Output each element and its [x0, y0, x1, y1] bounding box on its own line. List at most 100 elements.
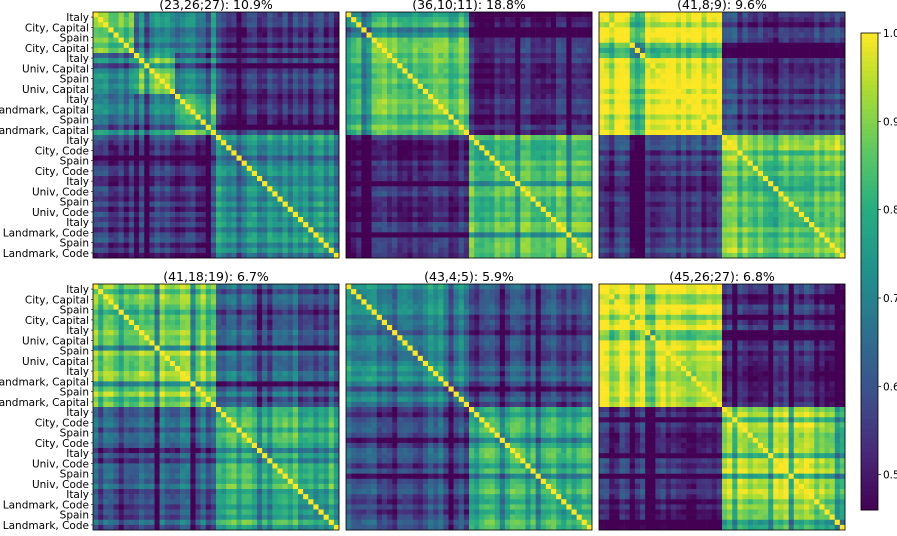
heatmap-cell: [169, 119, 176, 126]
heatmap-cell: [458, 145, 465, 151]
heatmap-cell: [371, 12, 378, 18]
heatmap-cell: [469, 217, 475, 223]
heatmap-cell: [303, 99, 309, 105]
heatmap-cell: [159, 12, 166, 18]
heatmap-cell: [303, 12, 309, 18]
heatmap-cell: [128, 63, 135, 69]
heatmap-cell: [428, 94, 434, 100]
heatmap-cell: [267, 104, 273, 110]
heatmap-cell: [139, 94, 145, 100]
heatmap-cell: [530, 232, 536, 238]
heatmap-cell: [520, 196, 526, 202]
heatmap-cell: [540, 160, 547, 167]
heatmap-cell: [267, 170, 273, 177]
heatmap-cell: [128, 135, 135, 141]
heatmap-cell: [458, 201, 465, 208]
heatmap-cell: [93, 227, 99, 233]
heatmap-cell: [118, 201, 125, 208]
heatmap-cell: [443, 140, 449, 146]
heatmap-cell: [272, 114, 278, 120]
heatmap-cell: [494, 222, 501, 228]
heatmap-cell: [571, 83, 577, 90]
heatmap-cell: [515, 12, 521, 18]
heatmap-cell: [262, 114, 268, 120]
heatmap-cell: [216, 12, 222, 18]
heatmap-cell: [195, 99, 201, 105]
heatmap-cell: [551, 114, 557, 120]
heatmap-cell: [397, 135, 403, 141]
heatmap-cell: [351, 78, 357, 85]
heatmap-cell: [566, 201, 572, 208]
heatmap-cell: [499, 47, 506, 54]
heatmap-cell: [576, 211, 583, 218]
heatmap-cell: [387, 135, 393, 141]
heatmap-cell: [318, 252, 324, 259]
heatmap-cell: [241, 155, 248, 161]
heatmap-cell: [128, 155, 135, 161]
heatmap-cell: [469, 165, 475, 172]
heatmap-cell: [216, 78, 222, 85]
heatmap-cell: [292, 73, 299, 79]
heatmap-cell: [216, 32, 222, 38]
heatmap-cell: [629, 12, 636, 18]
heatmap-cell: [397, 17, 403, 23]
heatmap-cell: [824, 12, 830, 18]
heatmap-cell: [402, 119, 408, 126]
heatmap-cell: [93, 150, 99, 156]
heatmap-cell: [412, 232, 419, 238]
heatmap-cell: [175, 237, 181, 243]
heatmap-cell: [381, 181, 388, 187]
heatmap-cell: [650, 17, 656, 23]
heatmap-cell: [149, 114, 155, 120]
heatmap-cell: [716, 17, 723, 23]
heatmap-cell: [216, 140, 222, 146]
heatmap-cell: [118, 88, 125, 95]
heatmap-cell: [681, 17, 687, 23]
heatmap-cell: [164, 227, 171, 233]
heatmap-cell: [453, 119, 460, 126]
heatmap-cell: [251, 94, 258, 100]
heatmap-cell: [381, 232, 388, 238]
heatmap-cell: [257, 114, 263, 120]
heatmap-cell: [200, 22, 207, 28]
heatmap-cell: [515, 237, 521, 243]
heatmap-cell: [216, 68, 222, 74]
heatmap-cell: [504, 145, 511, 151]
heatmap-cell: [93, 135, 99, 141]
heatmap-cell: [387, 211, 393, 218]
heatmap-cell: [571, 227, 577, 233]
heatmap-cell: [221, 94, 227, 100]
heatmap-cell: [108, 252, 114, 259]
heatmap-cell: [619, 22, 625, 28]
heatmap-cell: [433, 186, 439, 192]
heatmap-cell: [216, 252, 222, 259]
heatmap-cell: [361, 196, 367, 202]
heatmap-cell: [108, 119, 114, 126]
heatmap-cells: [93, 12, 340, 259]
heatmap-cell: [479, 68, 485, 74]
heatmap-cell: [438, 42, 444, 49]
heatmap-cell: [333, 206, 340, 213]
heatmap-cell: [448, 150, 454, 156]
heatmap-cell: [221, 104, 227, 110]
heatmap-cell: [169, 160, 176, 167]
heatmap-cell: [551, 217, 557, 223]
heatmap-cell: [474, 63, 480, 69]
heatmap-cell: [387, 124, 393, 131]
heatmap-cell: [366, 252, 372, 259]
heatmap-cell: [277, 217, 283, 223]
heatmap-cell: [504, 196, 511, 202]
heatmap-cell: [556, 94, 562, 100]
heatmap-cell: [113, 217, 119, 223]
heatmap-cell: [195, 227, 201, 233]
heatmap-cell: [231, 83, 237, 90]
heatmap-cell: [670, 27, 677, 33]
heatmap-cell: [515, 135, 521, 141]
heatmap-cell: [154, 32, 160, 38]
heatmap-cell: [371, 252, 378, 259]
heatmap-cell: [118, 94, 125, 100]
heatmap-cell: [292, 78, 299, 85]
heatmap-cell: [499, 155, 506, 161]
heatmap-cell: [351, 196, 357, 202]
heatmap-cell: [164, 206, 171, 213]
